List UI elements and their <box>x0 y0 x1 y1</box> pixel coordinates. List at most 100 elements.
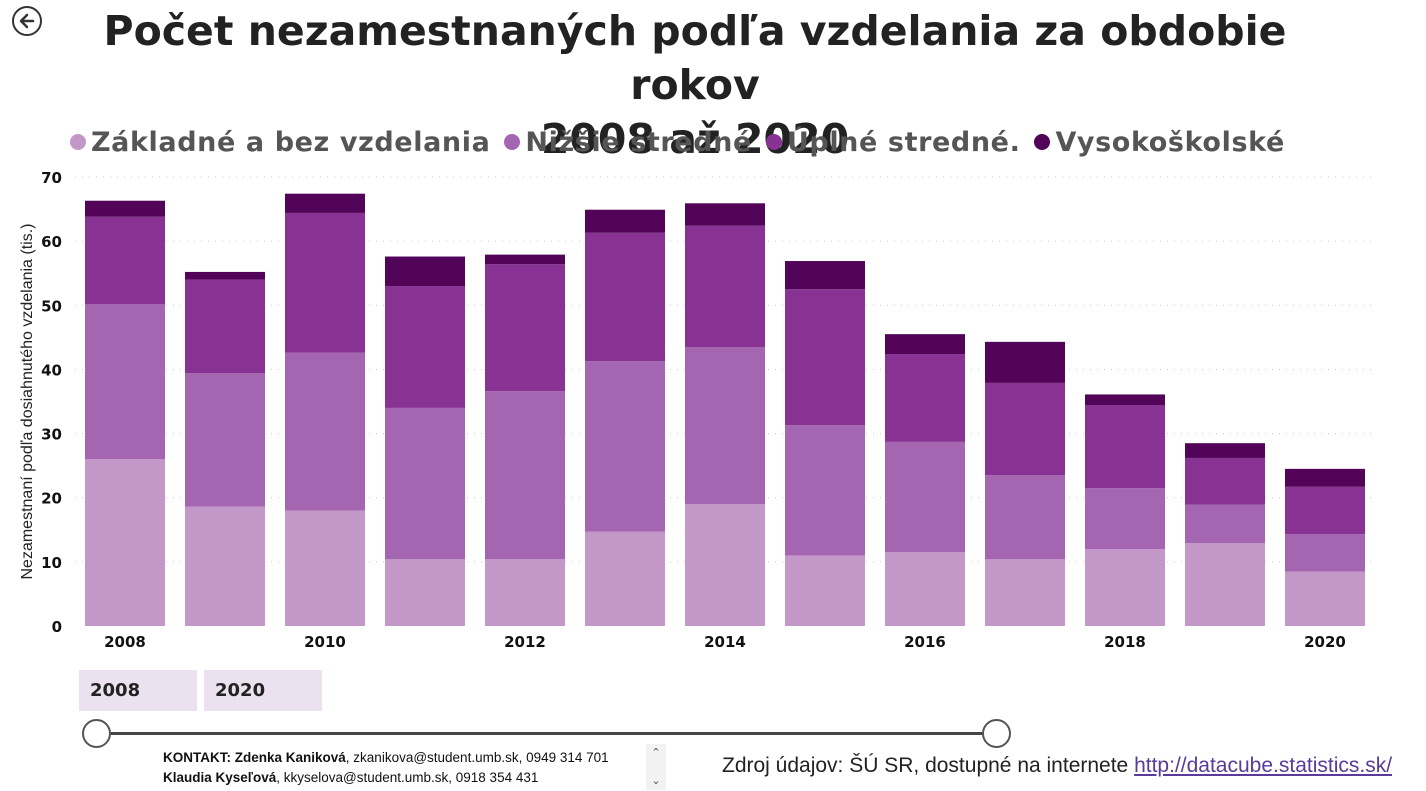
bar-segment[interactable] <box>785 261 865 290</box>
bar-segment[interactable] <box>585 232 665 362</box>
bar-segment[interactable] <box>385 407 465 560</box>
bar-segment[interactable] <box>1085 549 1165 626</box>
legend-label: Vysokoškolské <box>1055 126 1285 158</box>
bar-segment[interactable] <box>285 212 365 353</box>
source-link[interactable]: http://datacube.statistics.sk/ <box>1134 754 1393 777</box>
x-tick-label: 2014 <box>704 633 746 651</box>
bar-segment[interactable] <box>685 504 765 626</box>
bar-segment[interactable] <box>1285 534 1365 572</box>
y-tick-label: 20 <box>41 490 62 508</box>
bar-segment[interactable] <box>985 382 1065 476</box>
scroll-up-icon[interactable]: ⌃ <box>651 747 661 759</box>
bar-segment[interactable] <box>385 286 465 408</box>
legend-item[interactable]: Úplné stredné. <box>765 127 1021 158</box>
legend-label: Nižšie stredné <box>525 126 752 158</box>
source-text: Zdroj údajov: ŠÚ SR, dostupné na interne… <box>722 754 1135 777</box>
contact-info: KONTAKT: Zdenka Kaniková, zkanikova@stud… <box>163 748 609 788</box>
title-line-2: 2008 až 2020 <box>540 115 850 163</box>
x-tick-label: 2010 <box>304 633 346 651</box>
legend-swatch <box>1034 134 1051 150</box>
contact-prefix: KONTAKT: <box>163 750 235 765</box>
bar-segment[interactable] <box>485 559 565 626</box>
data-source: Zdroj údajov: ŠÚ SR, dostupné na interne… <box>722 754 1392 778</box>
bar-segment[interactable] <box>585 531 665 626</box>
slider-start-value[interactable]: 2008 <box>79 670 197 711</box>
legend-label: Základné a bez vzdelania <box>91 126 491 158</box>
legend-swatch <box>765 134 782 150</box>
bar-segment[interactable] <box>85 304 165 460</box>
bar-segment[interactable] <box>985 341 1065 383</box>
year-range-slider-track[interactable] <box>96 732 997 735</box>
bar-segment[interactable] <box>685 203 765 226</box>
bar-segment[interactable] <box>185 506 265 626</box>
bar-segment[interactable] <box>1185 543 1265 626</box>
x-tick-label: 2016 <box>904 633 946 651</box>
x-tick-label: 2018 <box>1104 633 1146 651</box>
bar-segment[interactable] <box>585 361 665 532</box>
bar-segment[interactable] <box>885 441 965 553</box>
slider-end-value[interactable]: 2020 <box>204 670 322 711</box>
bar-segment[interactable] <box>1285 486 1365 535</box>
legend-item[interactable]: Základné a bez vzdelania <box>70 127 490 158</box>
y-tick-label: 60 <box>41 233 62 251</box>
bar-segment[interactable] <box>785 425 865 556</box>
bar-segment[interactable] <box>685 346 765 505</box>
y-tick-label: 40 <box>41 361 62 379</box>
bar-segment[interactable] <box>885 334 965 355</box>
slider-start-handle[interactable] <box>82 719 111 748</box>
bar-segment[interactable] <box>185 373 265 507</box>
x-tick-label: 2020 <box>1304 633 1346 651</box>
slider-end-label: 2020 <box>215 680 266 701</box>
bar-segment[interactable] <box>485 254 565 265</box>
stacked-bar-chart: 0 10 20 30 40 50 60 70 Nezamestnaní podľa dosiah… <box>19 169 1375 651</box>
legend-swatch <box>504 134 521 150</box>
bar-segment[interactable] <box>885 552 965 626</box>
page-title: Počet nezamestnaných podľa vzdelania za … <box>60 4 1330 166</box>
bar-segment[interactable] <box>785 289 865 426</box>
bar-segment[interactable] <box>1085 405 1165 489</box>
slider-end-handle[interactable] <box>982 719 1011 748</box>
bar-segment[interactable] <box>1085 488 1165 550</box>
bar-segment[interactable] <box>185 271 265 280</box>
bar-segment[interactable] <box>1185 443 1265 458</box>
bar-segment[interactable] <box>985 475 1065 560</box>
contact-scrollbar[interactable]: ⌃ ⌄ <box>646 744 666 790</box>
back-arrow-icon <box>19 13 35 29</box>
slider-start-label: 2008 <box>90 680 141 701</box>
bar-segment[interactable] <box>585 209 665 233</box>
x-tick-label: 2008 <box>104 633 146 651</box>
bar-segment[interactable] <box>285 193 365 213</box>
bar-segment[interactable] <box>1285 468 1365 487</box>
bar-segment[interactable] <box>285 352 365 511</box>
bar-segment[interactable] <box>85 459 165 626</box>
bar-segment[interactable] <box>385 256 465 287</box>
bar-segment[interactable] <box>485 391 565 560</box>
contact1-name: Zdenka Kaniková <box>234 750 346 765</box>
chart-legend: Základné a bez vzdelania Nižšie stredné Úp… <box>70 122 1370 162</box>
bar-segment[interactable] <box>1285 571 1365 626</box>
legend-item[interactable]: Nižšie stredné <box>504 127 751 158</box>
contact1-details: , zkanikova@student.umb.sk, 0949 314 701 <box>345 750 609 765</box>
scroll-down-icon[interactable]: ⌄ <box>651 775 661 787</box>
contact2-details: , kkyselova@student.umb.sk, 0918 354 431 <box>276 770 539 785</box>
bar-segment[interactable] <box>185 279 265 374</box>
bar-segment[interactable] <box>85 200 165 217</box>
legend-swatch <box>70 134 86 150</box>
bar-segment[interactable] <box>285 510 365 626</box>
bar-segment[interactable] <box>85 216 165 305</box>
bar-segment[interactable] <box>1185 457 1265 505</box>
contact-line-1: KONTAKT: Zdenka Kaniková, zkanikova@stud… <box>163 748 609 768</box>
bar-segment[interactable] <box>485 264 565 392</box>
bar-segment[interactable] <box>1185 504 1265 544</box>
legend-item[interactable]: Vysokoškolské <box>1034 127 1284 158</box>
y-axis-label: Nezamestnaní podľa dosiahnutého vzdelani… <box>19 224 36 580</box>
bar-segment[interactable] <box>885 354 965 442</box>
bar-segment[interactable] <box>685 225 765 347</box>
y-tick-label: 0 <box>52 618 62 636</box>
title-line-1: Počet nezamestnaných podľa vzdelania za … <box>103 7 1287 109</box>
bar-segment[interactable] <box>385 559 465 626</box>
bar-segment[interactable] <box>785 555 865 626</box>
bar-segment[interactable] <box>1085 394 1165 406</box>
back-button[interactable] <box>12 6 42 36</box>
bar-segment[interactable] <box>985 559 1065 626</box>
